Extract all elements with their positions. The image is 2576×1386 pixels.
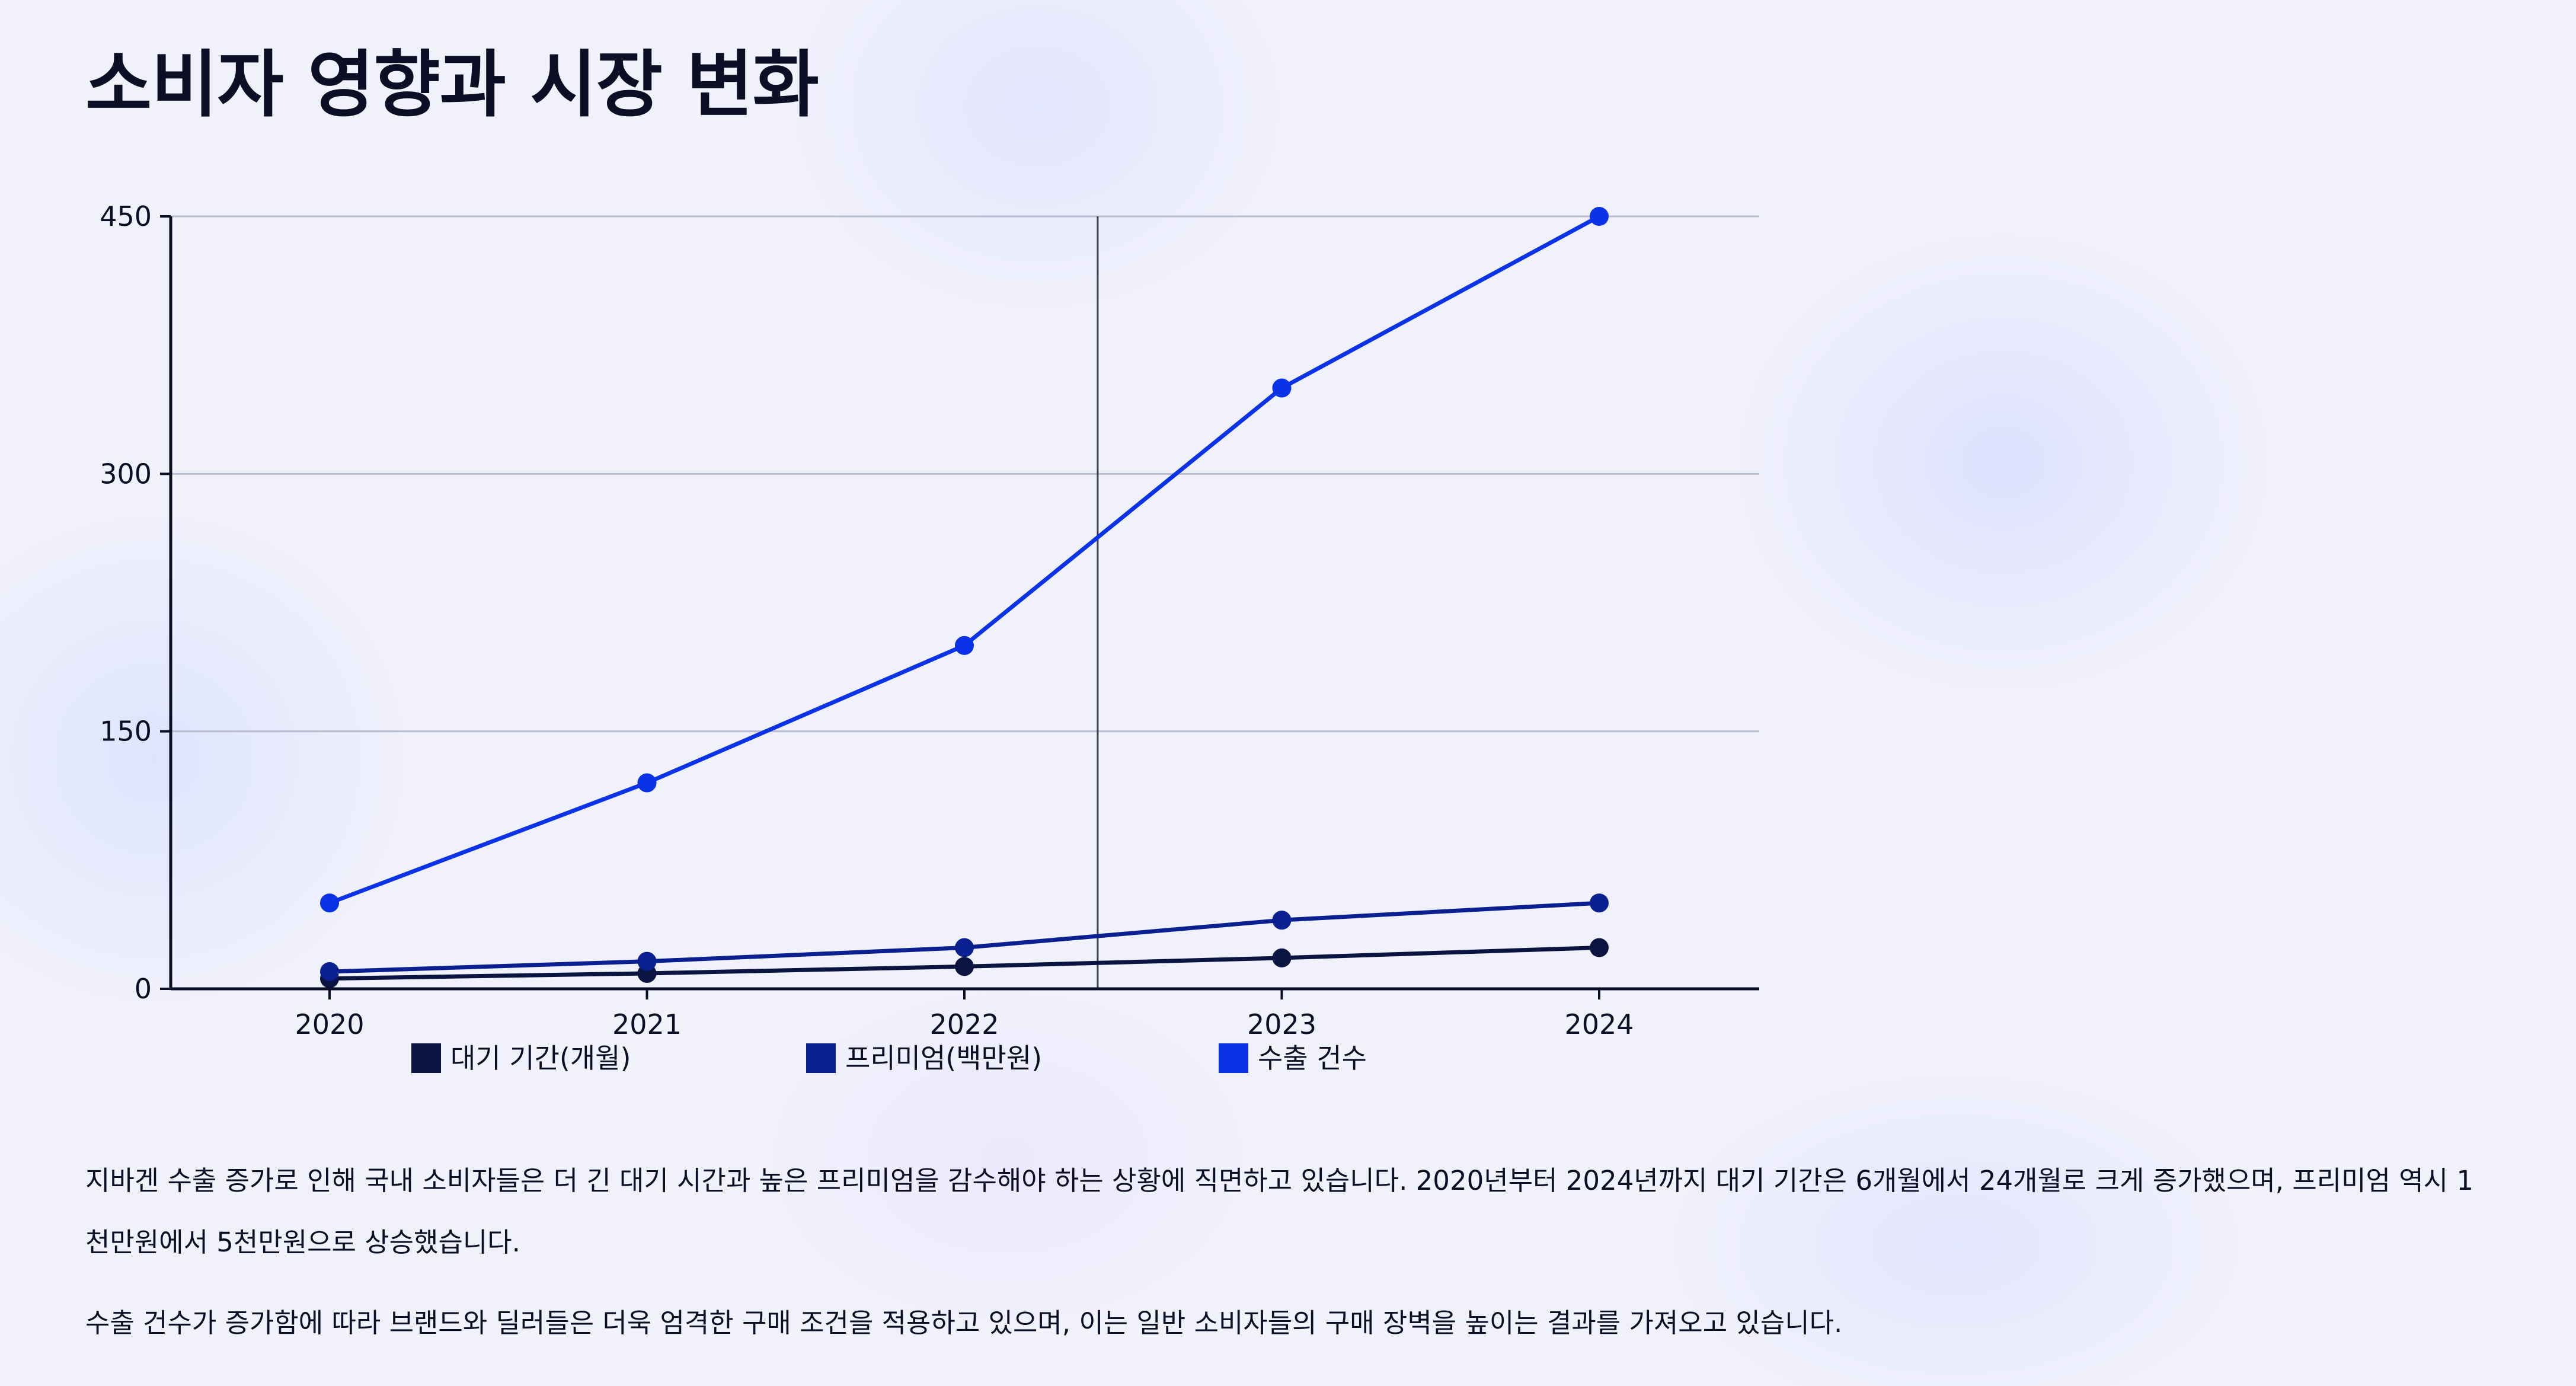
series-1-point-4: [1590, 893, 1609, 913]
series-2-point-0: [320, 893, 339, 913]
series-1-point-3: [1272, 911, 1292, 930]
legend-swatch-0: [411, 1043, 441, 1073]
description: 지바겐 수출 증가로 인해 국내 소비자들은 더 긴 대기 시간과 높은 프리미…: [85, 1150, 2498, 1354]
x-tick-label-4: 2024: [1564, 1008, 1634, 1040]
series-0-point-4: [1590, 938, 1609, 957]
x-tick-label-1: 2021: [612, 1008, 682, 1040]
y-tick-label-2: 300: [100, 458, 152, 490]
grid-lines: [171, 215, 1759, 733]
series-line-2: [327, 214, 1602, 905]
series-1-point-0: [320, 962, 339, 982]
series-2-point-2: [955, 635, 974, 655]
legend-swatch-1: [806, 1043, 836, 1073]
x-tick-label-3: 2023: [1247, 1008, 1316, 1040]
legend-label-1: 프리미엄(백만원): [845, 1042, 1042, 1074]
series-2-point-3: [1272, 378, 1292, 398]
description-paragraph-1: 지바겐 수출 증가로 인해 국내 소비자들은 더 긴 대기 시간과 높은 프리미…: [85, 1165, 2473, 1258]
legend: 대기 기간(개월) 프리미엄(백만원) 수출 건수: [411, 1042, 1367, 1074]
series-lines: [320, 207, 1609, 988]
page-title: 소비자 영향과 시장 변화: [85, 43, 819, 127]
series-0-point-2: [955, 957, 974, 976]
y-tick-label-3: 450: [100, 200, 152, 232]
series-0-point-3: [1272, 948, 1292, 967]
tick-labels: 0 150 300 450 2020 2021 2022 2023 2024: [100, 200, 1634, 1040]
x-tick-label-0: 2020: [295, 1008, 364, 1040]
x-tick-label-2: 2022: [929, 1008, 999, 1040]
axes: [160, 215, 1759, 999]
legend-label-2: 수출 건수: [1258, 1042, 1367, 1074]
legend-swatch-2: [1219, 1043, 1248, 1073]
description-paragraph-2: 수출 건수가 증가함에 따라 브랜드와 딜러들은 더욱 엄격한 구매 조건을 적…: [85, 1307, 1843, 1339]
line-chart: 0 150 300 450 2020 2021 2022 2023 2024 대기 기간(개월)…: [100, 200, 1759, 1074]
y-tick-label-1: 150: [100, 716, 152, 748]
series-1-point-1: [637, 951, 657, 971]
series-2-point-4: [1590, 207, 1609, 226]
y-tick-label-0: 0: [135, 973, 152, 1005]
legend-label-0: 대기 기간(개월): [450, 1042, 631, 1074]
series-2-point-1: [637, 773, 657, 793]
series-1-point-2: [955, 938, 974, 957]
